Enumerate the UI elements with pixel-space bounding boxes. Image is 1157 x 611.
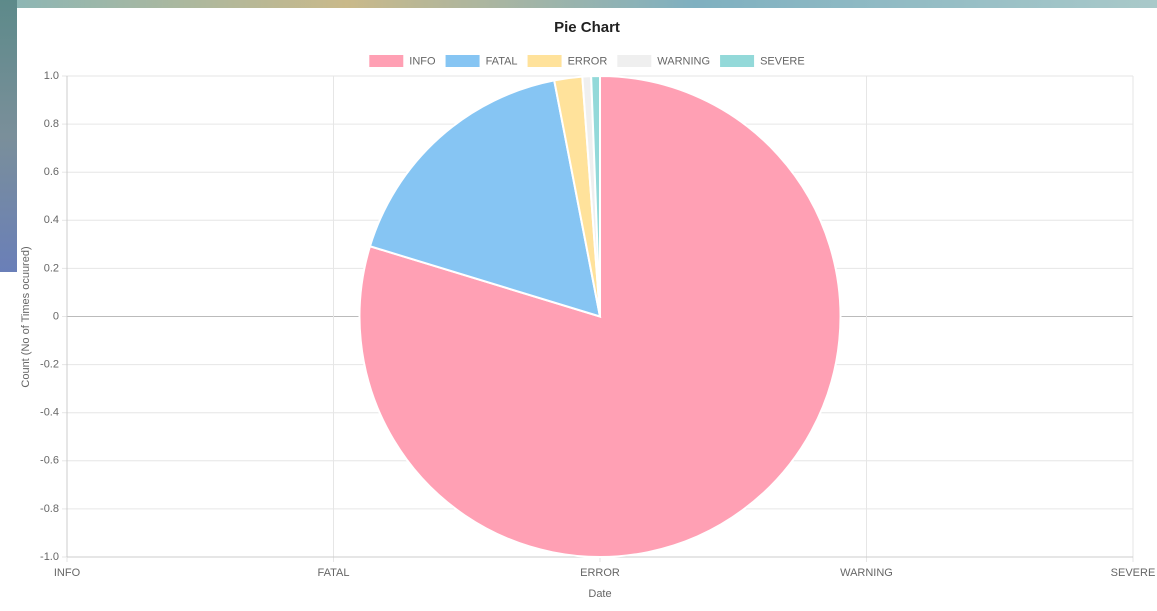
- y-tick-label: 0.6: [44, 166, 59, 178]
- legend-label: FATAL: [486, 55, 518, 67]
- background-strip: [0, 0, 17, 272]
- legend-label: INFO: [409, 55, 436, 67]
- y-tick-label: 1.0: [44, 70, 59, 82]
- legend-swatch: [720, 55, 755, 67]
- x-tick-label: INFO: [54, 567, 81, 579]
- x-tick-label: WARNING: [840, 567, 893, 579]
- y-tick-label: -1.0: [40, 551, 59, 563]
- legend-label: ERROR: [568, 55, 608, 67]
- legend-swatch: [527, 55, 562, 67]
- y-tick-label: -0.2: [40, 359, 59, 371]
- x-tick-label: SEVERE: [1111, 567, 1156, 579]
- y-tick-label: 0.8: [44, 118, 59, 130]
- y-axis-label: Count (No of Times ocuured): [20, 246, 32, 387]
- background-strip: [0, 0, 1157, 8]
- y-tick-label: 0: [53, 310, 59, 322]
- y-tick-label: 0.2: [44, 262, 59, 274]
- pie-slice: [590, 74, 601, 317]
- chart-title: Pie Chart: [554, 19, 620, 36]
- y-tick-label: -0.4: [40, 407, 59, 419]
- y-tick-label: -0.8: [40, 503, 59, 515]
- legend-label: WARNING: [657, 55, 710, 67]
- legend-swatch: [445, 55, 480, 67]
- y-tick-label: -0.6: [40, 455, 59, 467]
- x-tick-label: ERROR: [580, 567, 620, 579]
- legend-swatch: [617, 55, 652, 67]
- legend-label: SEVERE: [760, 55, 805, 67]
- legend-swatch: [369, 55, 404, 67]
- pie-slice: [368, 79, 602, 318]
- y-tick-label: 0.4: [44, 214, 59, 226]
- x-axis-label: Date: [588, 588, 611, 600]
- x-tick-label: FATAL: [318, 567, 350, 579]
